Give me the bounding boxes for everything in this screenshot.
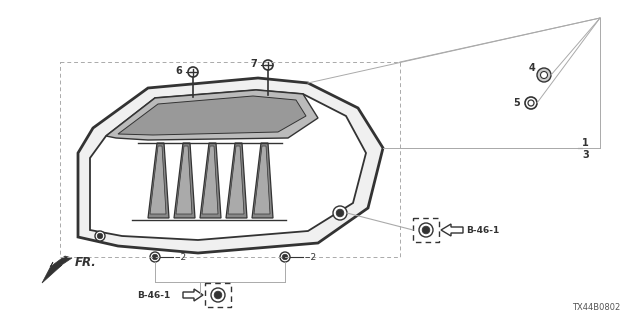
Circle shape <box>150 252 160 262</box>
Circle shape <box>282 254 288 260</box>
Text: 4: 4 <box>528 63 535 73</box>
Circle shape <box>280 252 290 262</box>
Polygon shape <box>254 146 270 214</box>
Polygon shape <box>183 289 203 301</box>
Circle shape <box>214 291 222 299</box>
Polygon shape <box>226 143 247 218</box>
Circle shape <box>211 288 225 302</box>
Text: B-46-1: B-46-1 <box>466 226 499 235</box>
Polygon shape <box>200 143 221 218</box>
Text: 7: 7 <box>251 59 257 69</box>
Circle shape <box>541 71 547 78</box>
Polygon shape <box>118 96 306 135</box>
Polygon shape <box>148 143 169 218</box>
Text: 1: 1 <box>582 138 589 148</box>
Polygon shape <box>174 143 195 218</box>
Circle shape <box>97 233 103 239</box>
Text: 5: 5 <box>513 98 520 108</box>
Polygon shape <box>228 146 244 214</box>
Text: --2: --2 <box>175 252 187 261</box>
Polygon shape <box>42 256 72 283</box>
Text: 6: 6 <box>175 66 182 76</box>
Text: FR.: FR. <box>75 255 97 268</box>
Polygon shape <box>252 143 273 218</box>
Text: B-46-1: B-46-1 <box>137 291 170 300</box>
Circle shape <box>537 68 551 82</box>
Polygon shape <box>150 146 166 214</box>
Circle shape <box>419 223 433 237</box>
Polygon shape <box>106 90 318 140</box>
Circle shape <box>152 254 157 260</box>
Polygon shape <box>90 90 366 240</box>
Circle shape <box>95 231 105 241</box>
Polygon shape <box>441 224 463 236</box>
Polygon shape <box>176 146 192 214</box>
Polygon shape <box>78 78 383 253</box>
Text: --2: --2 <box>305 252 317 261</box>
Text: 3: 3 <box>582 150 589 160</box>
Circle shape <box>422 226 430 234</box>
Circle shape <box>333 206 347 220</box>
Polygon shape <box>202 146 218 214</box>
Circle shape <box>336 209 344 217</box>
Text: TX44B0802: TX44B0802 <box>572 303 620 312</box>
